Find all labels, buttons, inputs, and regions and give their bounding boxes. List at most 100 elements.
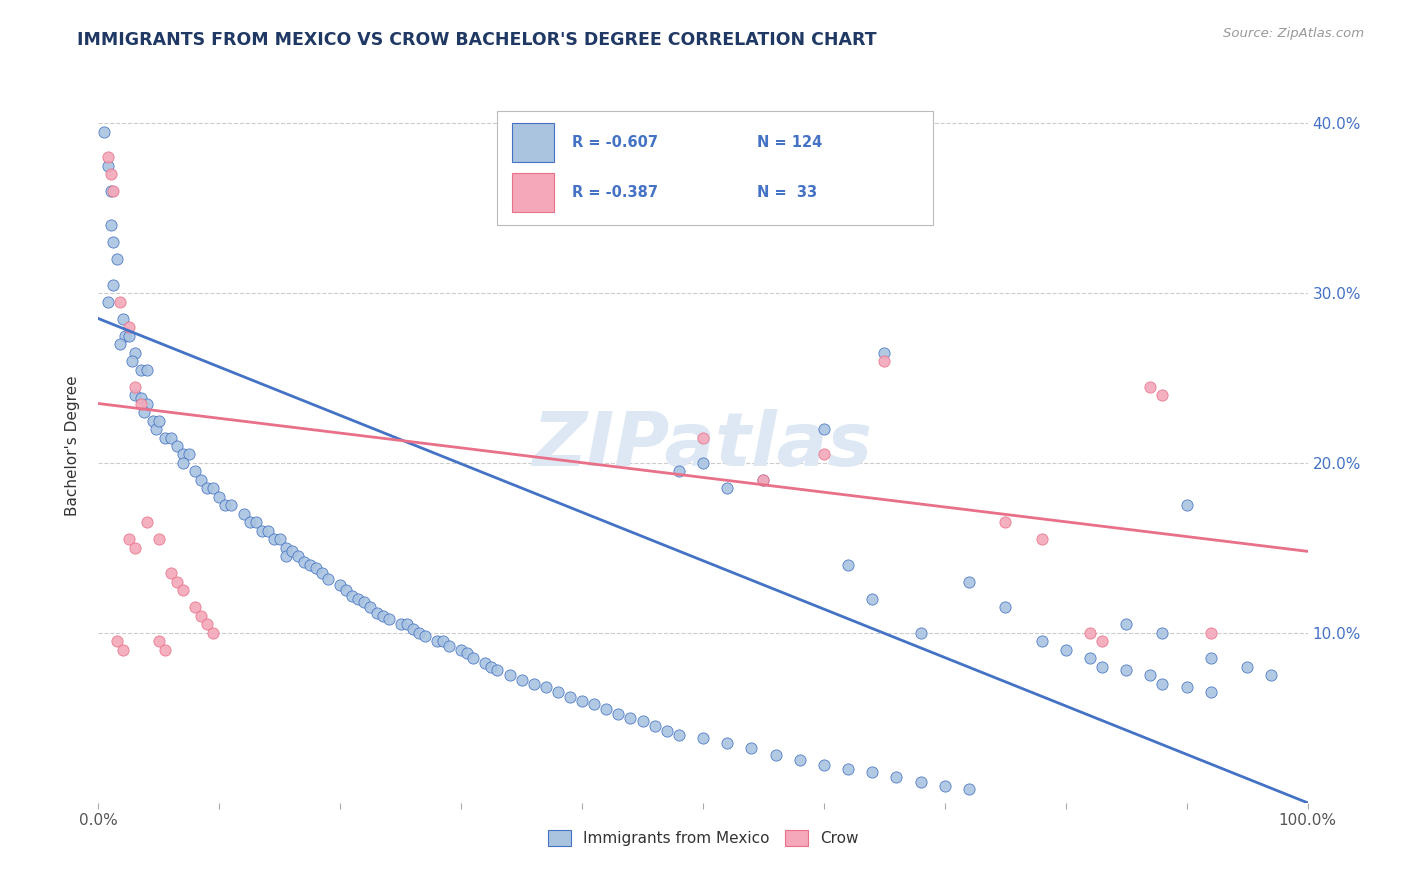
Point (101, 235, 124, 249)
Point (534, 680, 557, 694)
Point (910, 626, 932, 640)
Point (124, 388, 146, 402)
Point (377, 612, 399, 626)
FancyBboxPatch shape (512, 173, 554, 212)
Point (101, 277, 124, 292)
Point (910, 775, 932, 789)
Point (129, 396, 152, 410)
Point (281, 544, 304, 558)
Point (316, 572, 339, 586)
Point (402, 623, 425, 637)
Point (486, 663, 509, 677)
Point (111, 643, 134, 657)
Point (299, 558, 322, 572)
Point (305, 561, 328, 575)
Point (1115, 617, 1137, 632)
Point (631, 714, 654, 729)
Legend: Immigrants from Mexico, Crow: Immigrants from Mexico, Crow (541, 824, 865, 852)
Y-axis label: Bachelor's Degree: Bachelor's Degree (65, 376, 80, 516)
Point (153, 430, 176, 444)
Point (111, 311, 134, 326)
Point (100, 184, 122, 198)
Point (124, 345, 146, 359)
Point (1078, 651, 1101, 665)
Point (1139, 379, 1161, 393)
Point (100, 218, 122, 232)
Point (108, 294, 131, 309)
Point (129, 392, 152, 406)
Point (994, 600, 1017, 615)
Point (668, 728, 690, 742)
Point (463, 651, 485, 665)
Point (716, 736, 738, 750)
Point (692, 430, 714, 444)
Point (395, 617, 418, 632)
Point (450, 643, 472, 657)
Point (135, 516, 157, 530)
Point (184, 600, 207, 615)
Point (195, 482, 218, 496)
Point (595, 702, 617, 716)
Point (232, 507, 254, 521)
Point (813, 758, 835, 772)
Point (752, 473, 775, 487)
Point (208, 490, 231, 504)
Point (873, 354, 896, 368)
Point (1199, 685, 1222, 699)
Point (190, 473, 212, 487)
Point (221, 499, 243, 513)
Point (765, 748, 787, 763)
Point (1236, 660, 1258, 674)
Point (740, 741, 762, 756)
Point (813, 448, 835, 462)
FancyBboxPatch shape (498, 111, 932, 225)
Point (118, 328, 141, 343)
Point (118, 533, 141, 547)
Point (124, 379, 146, 393)
Point (1091, 634, 1114, 648)
Point (1031, 533, 1053, 547)
Point (172, 583, 194, 598)
Point (100, 167, 122, 181)
Point (644, 719, 666, 733)
Point (263, 533, 285, 547)
Point (692, 731, 714, 746)
Point (1091, 660, 1114, 674)
Point (190, 608, 212, 623)
Point (97, 294, 120, 309)
Point (114, 328, 136, 343)
Point (347, 591, 370, 606)
Point (135, 396, 157, 410)
Point (121, 354, 143, 368)
Point (166, 574, 188, 589)
Point (311, 566, 333, 581)
Point (813, 422, 835, 436)
Point (274, 549, 297, 564)
Point (335, 583, 357, 598)
Point (1199, 626, 1222, 640)
Point (994, 516, 1017, 530)
Text: ZIPatlas: ZIPatlas (533, 409, 873, 483)
Point (886, 770, 908, 784)
Point (160, 430, 183, 444)
Point (692, 456, 714, 470)
Point (934, 779, 956, 793)
Point (860, 765, 883, 780)
Point (523, 677, 546, 691)
Point (134, 405, 156, 419)
Point (360, 600, 382, 615)
Point (129, 362, 152, 376)
Point (108, 337, 131, 351)
Point (413, 629, 436, 643)
Point (172, 456, 194, 470)
Point (752, 473, 775, 487)
Point (342, 589, 364, 603)
Point (148, 533, 170, 547)
Point (547, 685, 569, 699)
Text: N =  33: N = 33 (758, 186, 817, 200)
Point (118, 320, 141, 334)
Point (105, 634, 128, 648)
Point (474, 657, 496, 671)
Point (184, 465, 207, 479)
FancyBboxPatch shape (512, 123, 554, 162)
